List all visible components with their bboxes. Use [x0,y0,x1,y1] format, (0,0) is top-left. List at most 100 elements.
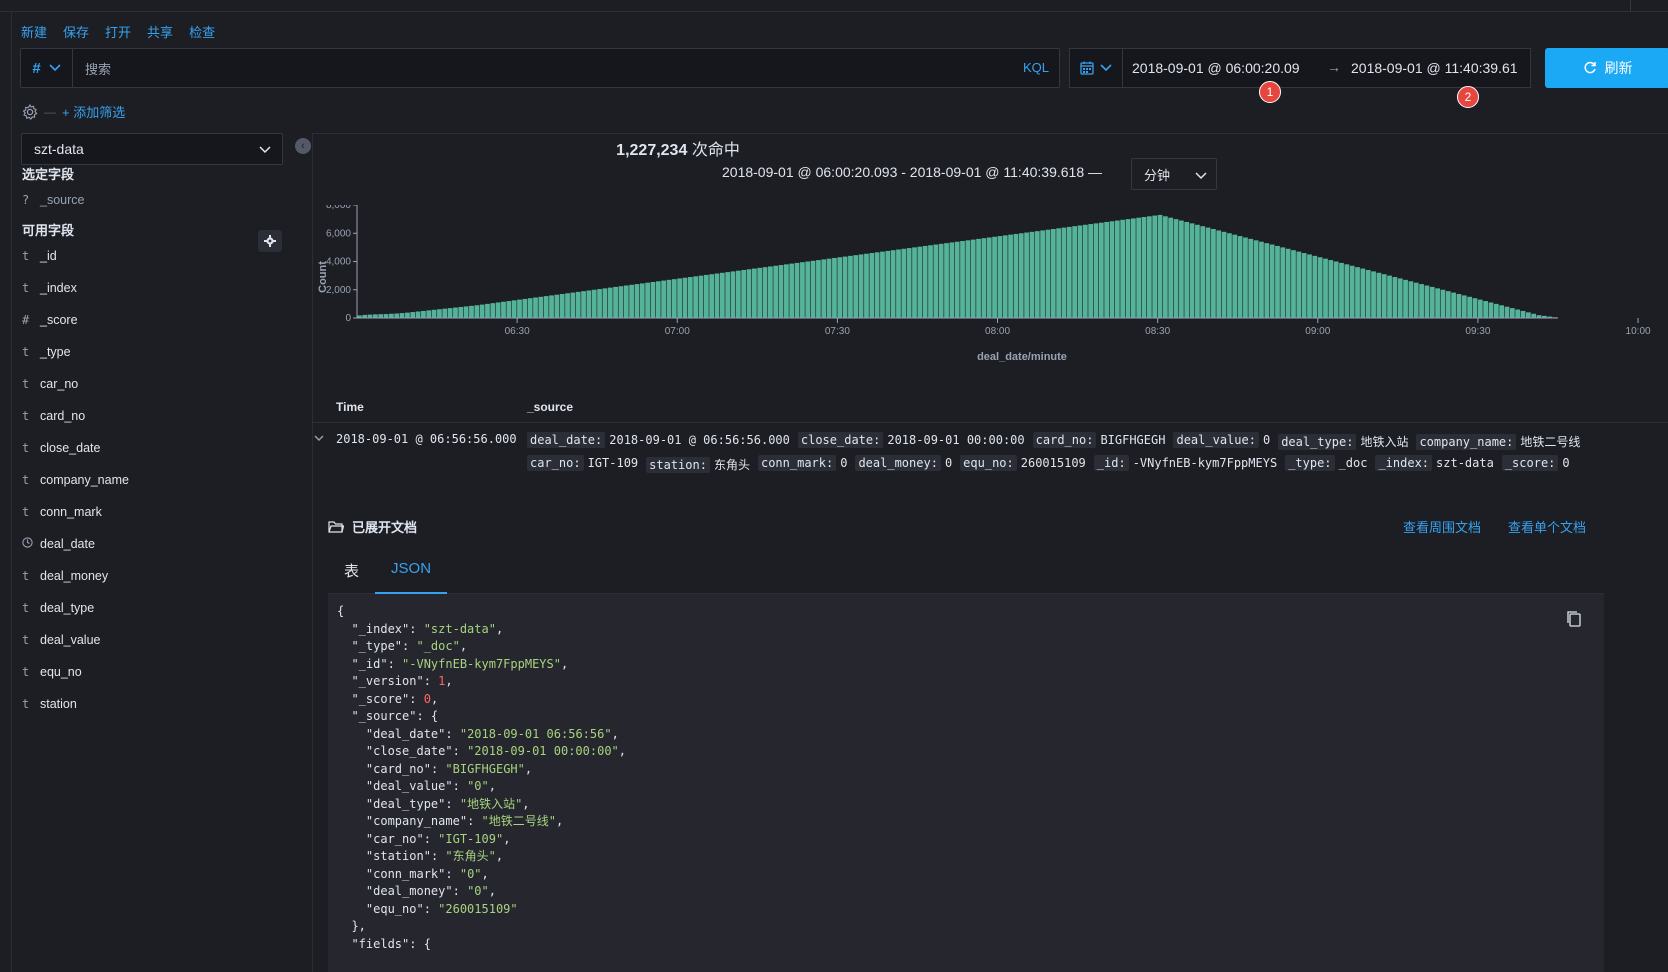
histogram-bar[interactable] [357,315,362,318]
histogram-bar[interactable] [1531,313,1537,318]
menu-inspect[interactable]: 检查 [189,25,216,40]
histogram-bar[interactable] [527,298,533,318]
histogram-bar[interactable] [1232,234,1238,318]
histogram-bar[interactable] [1152,215,1158,318]
histogram-bar[interactable] [997,236,1003,318]
histogram-bar[interactable] [1248,238,1254,318]
histogram-bar[interactable] [970,239,976,318]
histogram-bar[interactable] [389,313,394,318]
field-item-deal-date[interactable]: deal_date [22,537,95,551]
histogram-bar[interactable] [805,261,811,319]
histogram-bar[interactable] [1477,299,1483,318]
field-item-index[interactable]: t _index [22,281,77,295]
histogram-bar[interactable] [1547,316,1553,318]
histogram-bar[interactable] [682,277,688,318]
histogram-bar[interactable] [1509,308,1515,318]
histogram-bar[interactable] [1301,253,1307,318]
histogram-bar[interactable] [597,289,602,318]
field-item-type[interactable]: t _type [22,345,71,359]
histogram-bar[interactable] [1435,288,1440,318]
histogram-bar[interactable] [1136,217,1142,318]
view-surrounding-docs-link[interactable]: 查看周围文档 [1403,520,1482,535]
histogram-bar[interactable] [458,306,464,318]
histogram-bar[interactable] [981,238,987,318]
histogram-bar[interactable] [1355,267,1360,318]
histogram-bar[interactable] [559,293,565,318]
histogram-bar[interactable] [954,241,960,318]
histogram-bar[interactable] [1280,247,1286,319]
histogram-bar[interactable] [511,300,517,318]
view-single-doc-link[interactable]: 查看单个文档 [1508,520,1587,535]
histogram-bar[interactable] [485,303,490,319]
histogram-bar[interactable] [442,308,448,318]
tab-table[interactable]: 表 [344,563,360,580]
histogram-bar[interactable] [1168,217,1174,318]
histogram-bar[interactable] [848,255,853,318]
histogram-bar[interactable] [885,250,891,318]
histogram-bar[interactable] [1253,240,1259,318]
menu-open[interactable]: 打开 [105,25,132,40]
histogram-bar[interactable] [570,292,576,319]
histogram-bar[interactable] [479,304,485,318]
histogram-bar[interactable] [1056,228,1061,318]
histogram-bar[interactable] [1328,260,1334,318]
kql-toggle[interactable]: KQL [1022,60,1049,75]
histogram-bar[interactable] [687,277,693,318]
histogram-bar[interactable] [896,249,901,318]
histogram-bar[interactable] [1034,231,1040,318]
histogram-bar[interactable] [543,296,549,318]
histogram-bar[interactable] [880,251,885,318]
histogram-bar[interactable] [1098,222,1104,318]
histogram-bar[interactable] [1018,233,1024,318]
histogram-bar[interactable] [976,238,981,318]
histogram-bar[interactable] [426,310,432,318]
histogram-bar[interactable] [1371,271,1376,318]
histogram-bar[interactable] [1424,285,1430,318]
histogram-bar[interactable] [1237,236,1243,318]
histogram-bar[interactable] [719,272,725,318]
histogram-bar[interactable] [1002,235,1008,318]
collapse-row-icon[interactable] [313,432,325,444]
histogram-bar[interactable] [1163,216,1168,318]
histogram-bar[interactable] [1520,310,1526,318]
histogram-bar[interactable] [1104,221,1110,318]
field-item-company-name[interactable]: t company_name [22,473,129,487]
histogram-bar[interactable] [773,265,779,318]
histogram-bar[interactable] [928,245,933,318]
histogram-bar[interactable] [1184,221,1190,318]
field-item-deal-type[interactable]: t deal_type [22,601,94,615]
histogram-bar[interactable] [735,270,741,318]
histogram-bar[interactable] [922,245,928,318]
interval-select[interactable]: 分钟 [1131,158,1217,190]
histogram-bar[interactable] [1125,219,1131,319]
histogram-bar[interactable] [1189,223,1195,318]
histogram-bar[interactable] [1493,303,1499,319]
histogram-bar[interactable] [714,273,720,318]
histogram-bar[interactable] [1397,278,1403,318]
histogram-bar[interactable] [506,301,512,318]
histogram-bar[interactable] [1333,261,1339,319]
histogram-bar[interactable] [1365,269,1371,318]
histogram-bar[interactable] [800,262,805,318]
histogram-bar[interactable] [906,248,912,318]
histogram-bar[interactable] [1307,254,1312,318]
menu-save[interactable]: 保存 [63,25,90,40]
histogram-bar[interactable] [1392,277,1398,318]
histogram-bar[interactable] [1541,315,1547,318]
histogram-bar[interactable] [522,298,528,318]
col-header-source[interactable]: _source [527,400,574,414]
col-header-time[interactable]: Time [336,400,364,414]
histogram-bar[interactable] [394,313,400,318]
histogram-bar[interactable] [794,262,800,318]
histogram-bar[interactable] [1146,216,1152,318]
histogram-bar[interactable] [575,291,581,318]
histogram-bar[interactable] [1195,224,1200,318]
histogram-bar[interactable] [821,259,827,318]
histogram-bar[interactable] [618,286,624,318]
quick-select-button[interactable] [1070,49,1123,87]
histogram-bar[interactable] [613,286,618,318]
histogram-bar[interactable] [1349,265,1355,318]
histogram-bar[interactable] [960,241,965,318]
histogram-bar[interactable] [1536,315,1542,318]
histogram-bar[interactable] [789,263,795,318]
